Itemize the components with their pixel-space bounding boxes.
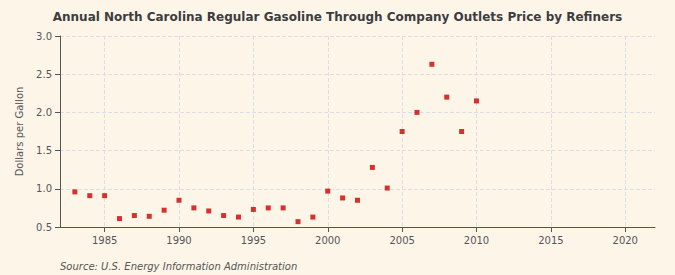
svg-text:Annual North Carolina Regular: Annual North Carolina Regular Gasoline T… [53, 10, 623, 24]
svg-text:2.5: 2.5 [36, 69, 52, 80]
svg-text:1990: 1990 [166, 235, 191, 246]
svg-text:0.5: 0.5 [36, 222, 52, 233]
svg-text:2015: 2015 [538, 235, 563, 246]
svg-text:1985: 1985 [92, 235, 117, 246]
svg-text:1.5: 1.5 [36, 145, 52, 156]
svg-text:1.0: 1.0 [36, 183, 52, 194]
svg-text:3.0: 3.0 [36, 31, 52, 42]
svg-text:2010: 2010 [464, 235, 489, 246]
svg-text:Source: U.S. Energy Informatio: Source: U.S. Energy Information Administ… [60, 261, 297, 272]
svg-text:2005: 2005 [389, 235, 414, 246]
svg-text:2.0: 2.0 [36, 107, 52, 118]
svg-text:2020: 2020 [613, 235, 638, 246]
svg-text:Dollars per Gallon: Dollars per Gallon [14, 87, 25, 177]
svg-text:1995: 1995 [241, 235, 266, 246]
svg-text:2000: 2000 [315, 235, 340, 246]
